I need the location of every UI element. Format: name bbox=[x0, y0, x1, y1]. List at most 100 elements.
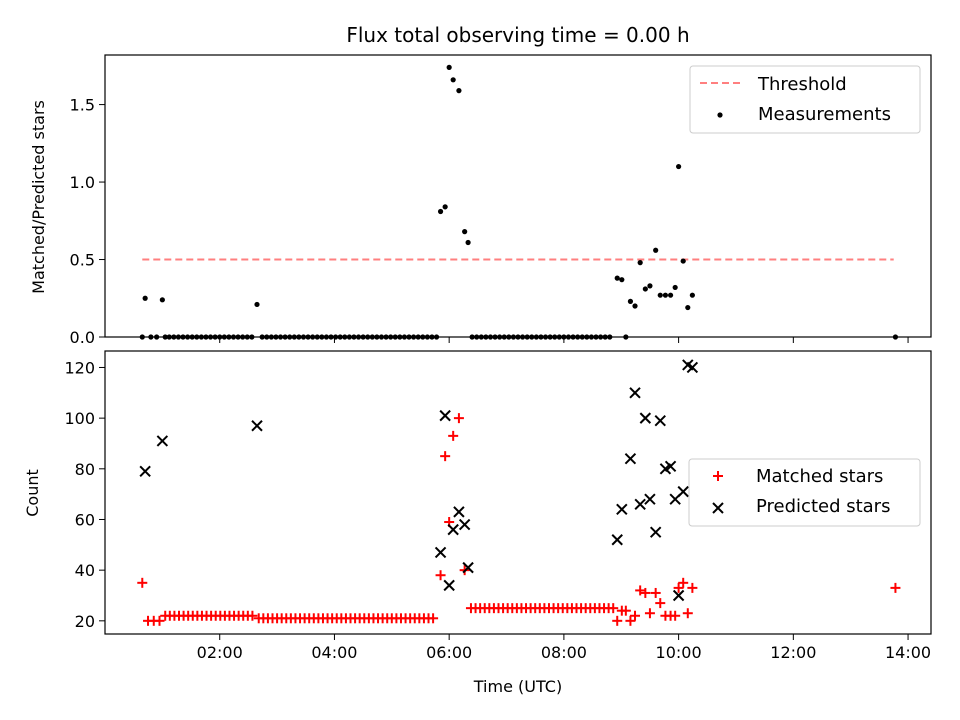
count-y-tick-label: 60 bbox=[75, 510, 95, 529]
predicted-stars-point bbox=[439, 409, 451, 422]
count-y-axis-label: Count bbox=[23, 469, 42, 517]
measurements-point bbox=[462, 229, 468, 235]
measurements-point bbox=[637, 260, 643, 266]
measurements-point bbox=[647, 283, 653, 289]
measurements-point bbox=[685, 304, 691, 311]
predicted-stars-point bbox=[624, 452, 637, 465]
predicted-stars-point bbox=[677, 485, 689, 498]
measurements-point bbox=[442, 204, 448, 210]
matched-stars-point bbox=[650, 587, 661, 598]
measurements-point bbox=[632, 303, 638, 309]
measurements-point bbox=[437, 208, 444, 215]
x-tick-label: 06:00 bbox=[426, 643, 472, 662]
predicted-stars-point bbox=[639, 412, 652, 424]
count-legend-box bbox=[688, 458, 921, 527]
matched-stars-point bbox=[890, 582, 901, 593]
measurements-point bbox=[142, 295, 148, 301]
count-axes-frame bbox=[104, 350, 932, 635]
matched-stars-point bbox=[137, 577, 148, 588]
count-y-tick-label: 120 bbox=[64, 358, 95, 377]
predicted-stars-point bbox=[664, 460, 677, 472]
predicted-stars-point bbox=[616, 503, 628, 516]
matched-stars-point bbox=[630, 610, 641, 621]
matched-stars-point bbox=[640, 587, 651, 598]
measurements-point bbox=[642, 286, 648, 292]
measurements-point bbox=[667, 292, 674, 298]
ratio-y-tick-label: 1.5 bbox=[70, 96, 95, 115]
ratio-panel: Matched/Predicted stars 0.0 0.5 1.0 1.5 Thr… bbox=[29, 54, 932, 347]
predicted-stars-point bbox=[139, 465, 151, 478]
matched-stars-point bbox=[428, 613, 439, 624]
predicted-stars-point bbox=[462, 561, 474, 574]
measurements-point bbox=[627, 298, 634, 304]
matched-stars-point bbox=[154, 615, 165, 626]
x-tick-label: 08:00 bbox=[541, 643, 587, 662]
ratio-y-tick-label: 1.0 bbox=[70, 173, 95, 192]
chart-title: Flux total observing time = 0.00 h bbox=[346, 23, 689, 47]
measurements-point bbox=[672, 284, 678, 291]
matched-stars-point bbox=[440, 451, 451, 462]
count-y-tick-label: 100 bbox=[64, 409, 95, 428]
measurements-legend-label: Measurements bbox=[758, 104, 891, 125]
measurements-point bbox=[254, 301, 260, 308]
ratio-axes-frame bbox=[104, 54, 932, 338]
matched-legend-label: Matched stars bbox=[756, 466, 883, 487]
predicted-stars-point bbox=[453, 506, 465, 518]
matched-stars-point bbox=[644, 608, 655, 619]
ratio-y-tick-label: 0.5 bbox=[70, 251, 95, 270]
matched-stars-point bbox=[635, 585, 646, 596]
x-tick-label: 10:00 bbox=[656, 643, 702, 662]
x-axis-label: Time (UTC) bbox=[473, 677, 562, 696]
measurements-point bbox=[676, 163, 682, 170]
matched-legend-swatch bbox=[713, 471, 723, 481]
x-tick-label: 12:00 bbox=[770, 643, 816, 662]
predicted-stars-point bbox=[672, 589, 685, 602]
x-tick-label: 14:00 bbox=[885, 643, 931, 662]
predicted-stars-point bbox=[443, 579, 455, 592]
predicted-stars-point bbox=[686, 361, 699, 374]
measurements-point bbox=[450, 77, 456, 83]
predicted-legend-swatch bbox=[712, 502, 724, 514]
measurements-point bbox=[465, 239, 471, 246]
x-tick-label: 02:00 bbox=[197, 643, 243, 662]
measurements-point bbox=[614, 275, 620, 281]
count-y-tick-label: 80 bbox=[75, 460, 95, 479]
predicted-stars-point bbox=[654, 414, 666, 427]
measurements-point bbox=[680, 258, 686, 264]
count-plot-area: 20 40 60 80 100 120 02:00 04:00 06:00 08:00 10:00 1… bbox=[64, 358, 931, 662]
measurements-legend-swatch bbox=[717, 112, 723, 118]
matched-stars-point bbox=[687, 582, 698, 593]
matched-stars-point bbox=[625, 615, 636, 626]
count-y-tick-label: 20 bbox=[75, 612, 95, 631]
measurements-point bbox=[446, 64, 452, 70]
x-tick-label: 04:00 bbox=[311, 643, 357, 662]
count-legend: Matched stars Predicted stars bbox=[688, 458, 921, 527]
ratio-legend: Threshold Measurements bbox=[689, 65, 921, 134]
measurements-point bbox=[657, 292, 663, 298]
matched-stars-point bbox=[670, 610, 681, 621]
matched-stars-point bbox=[678, 577, 689, 588]
count-panel: Count 20 40 60 80 100 120 02:00 04:00 06:00 08:00… bbox=[23, 350, 932, 696]
predicted-stars-point bbox=[251, 420, 263, 432]
matched-stars-point bbox=[612, 615, 623, 626]
predicted-legend-label: Predicted stars bbox=[756, 496, 890, 517]
measurements-point bbox=[456, 88, 462, 94]
matched-stars-point bbox=[682, 608, 693, 619]
matched-stars-point bbox=[655, 598, 666, 609]
matched-stars-point bbox=[247, 610, 258, 621]
measurements-point bbox=[619, 277, 625, 283]
predicted-stars-point bbox=[434, 546, 447, 559]
count-y-tick-label: 40 bbox=[75, 561, 95, 580]
predicted-stars-point bbox=[447, 523, 459, 536]
matched-stars-point bbox=[453, 413, 464, 424]
predicted-stars-point bbox=[611, 534, 623, 546]
matched-stars-point bbox=[448, 430, 459, 441]
ratio-legend-box bbox=[689, 65, 921, 134]
predicted-stars-point bbox=[644, 493, 656, 505]
measurements-point bbox=[159, 297, 165, 303]
predicted-stars-point bbox=[649, 526, 662, 538]
measurements-point bbox=[653, 247, 659, 253]
predicted-stars-point bbox=[634, 498, 646, 510]
predicted-stars-point bbox=[629, 387, 641, 399]
